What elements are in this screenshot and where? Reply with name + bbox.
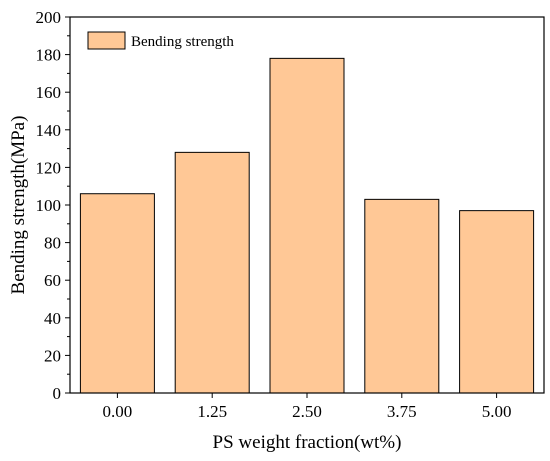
y-tick-label: 120 bbox=[36, 158, 62, 177]
x-tick-label: 3.75 bbox=[387, 402, 417, 421]
x-tick-label: 2.50 bbox=[292, 402, 322, 421]
legend-label: Bending strength bbox=[131, 34, 234, 50]
y-tick-label: 0 bbox=[53, 384, 62, 403]
y-tick-label: 80 bbox=[44, 234, 61, 253]
y-tick-label: 60 bbox=[44, 271, 61, 290]
x-tick-label: 0.00 bbox=[103, 402, 133, 421]
x-tick-label: 1.25 bbox=[197, 402, 227, 421]
legend-swatch bbox=[87, 31, 126, 50]
bar-1.25 bbox=[174, 151, 250, 394]
bar-2.50 bbox=[269, 57, 345, 394]
y-tick-label: 160 bbox=[36, 83, 62, 102]
bar-5.00 bbox=[459, 210, 535, 394]
y-tick-label: 200 bbox=[36, 8, 62, 27]
bars-group bbox=[79, 57, 535, 394]
y-tick-label: 100 bbox=[36, 196, 62, 215]
bar-3.75 bbox=[364, 198, 440, 394]
x-tick-label: 5.00 bbox=[482, 402, 512, 421]
y-tick-label: 20 bbox=[44, 346, 61, 365]
y-axis-label: Bending strength(MPa) bbox=[8, 116, 29, 295]
legend: Bending strength bbox=[87, 31, 234, 50]
y-tick-label: 140 bbox=[36, 121, 62, 140]
y-ticks: 0 20 40 60 80 100 120 140 160 180 200 bbox=[36, 8, 70, 403]
y-tick-label: 180 bbox=[36, 46, 62, 65]
x-ticks: 0.00 1.25 2.50 3.75 5.00 bbox=[103, 393, 512, 421]
bar-0.00 bbox=[79, 193, 155, 394]
y-tick-label: 40 bbox=[44, 309, 61, 328]
x-axis-label: PS weight fraction(wt%) bbox=[213, 432, 402, 453]
plot-frame bbox=[69, 16, 545, 394]
